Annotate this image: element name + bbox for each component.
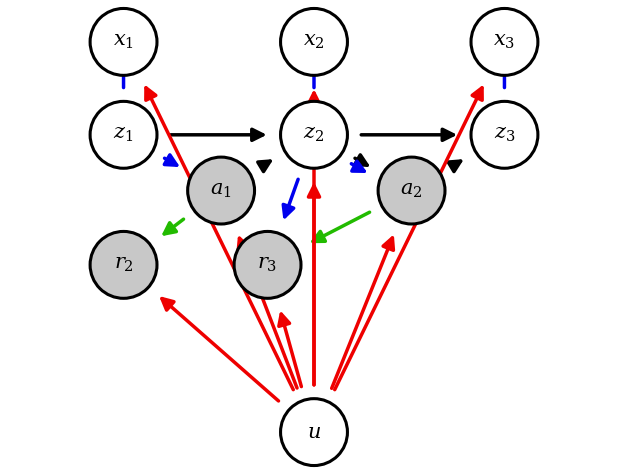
- FancyArrowPatch shape: [448, 161, 460, 172]
- Text: $x_1$: $x_1$: [113, 32, 134, 51]
- Text: $z_1$: $z_1$: [114, 125, 134, 144]
- Text: $x_3$: $x_3$: [494, 32, 516, 51]
- FancyArrowPatch shape: [355, 155, 367, 165]
- FancyArrowPatch shape: [361, 129, 453, 140]
- Text: $x_2$: $x_2$: [303, 32, 325, 51]
- FancyArrowPatch shape: [308, 46, 320, 88]
- FancyArrowPatch shape: [165, 155, 176, 165]
- FancyArrowPatch shape: [279, 314, 301, 387]
- Text: $z_2$: $z_2$: [303, 125, 325, 144]
- FancyArrowPatch shape: [118, 46, 129, 88]
- Text: $a_1$: $a_1$: [210, 181, 232, 200]
- Circle shape: [90, 231, 157, 298]
- FancyArrowPatch shape: [335, 88, 482, 390]
- Circle shape: [471, 9, 538, 75]
- Circle shape: [281, 399, 347, 465]
- Text: $a_2$: $a_2$: [401, 181, 423, 200]
- Circle shape: [90, 101, 157, 168]
- FancyArrowPatch shape: [308, 186, 320, 385]
- FancyArrowPatch shape: [238, 238, 297, 388]
- Text: $u$: $u$: [307, 423, 321, 442]
- FancyArrowPatch shape: [332, 238, 393, 388]
- FancyArrowPatch shape: [171, 129, 263, 140]
- FancyArrowPatch shape: [313, 212, 370, 241]
- FancyArrowPatch shape: [146, 88, 293, 390]
- Circle shape: [378, 157, 445, 224]
- Circle shape: [281, 9, 347, 75]
- Circle shape: [188, 157, 254, 224]
- FancyArrowPatch shape: [162, 299, 278, 401]
- FancyArrowPatch shape: [351, 161, 364, 171]
- Circle shape: [234, 231, 301, 298]
- FancyArrowPatch shape: [499, 46, 510, 88]
- Text: $r_3$: $r_3$: [257, 255, 278, 274]
- Circle shape: [90, 9, 157, 75]
- FancyArrowPatch shape: [308, 93, 320, 385]
- FancyArrowPatch shape: [164, 219, 183, 234]
- FancyArrowPatch shape: [283, 179, 298, 217]
- FancyArrowPatch shape: [257, 161, 270, 172]
- Text: $r_2$: $r_2$: [114, 255, 134, 274]
- Circle shape: [281, 101, 347, 168]
- Circle shape: [471, 101, 538, 168]
- Text: $z_3$: $z_3$: [494, 125, 515, 144]
